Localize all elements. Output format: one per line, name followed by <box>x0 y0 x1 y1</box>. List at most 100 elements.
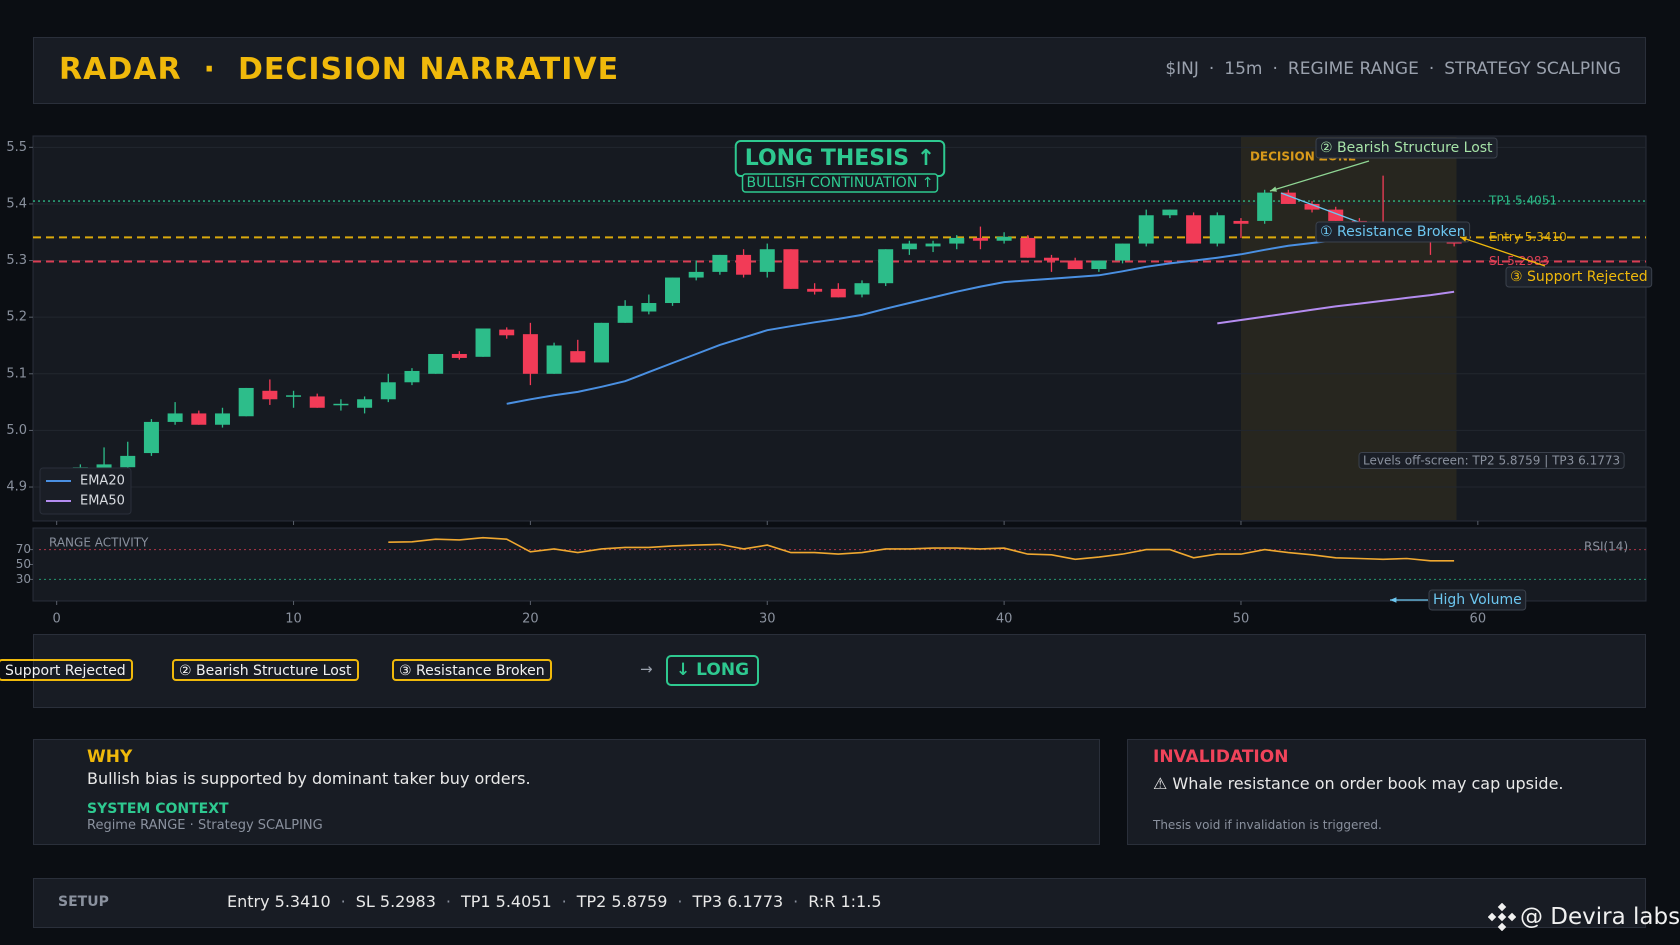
rsi-line <box>388 536 1455 562</box>
annotation-line <box>1280 192 1362 224</box>
invalidation-note: Thesis void if invalidation is triggered… <box>1153 818 1382 832</box>
candle-body <box>712 254 728 272</box>
x-tick-label: 10 <box>285 612 302 627</box>
title-part: DECISION NARRATIVE <box>237 52 620 87</box>
why-text: Bullish bias is supported by dominant ta… <box>87 769 531 788</box>
flow-step: Support Rejected <box>0 659 133 681</box>
annotation-arrow <box>1459 236 1546 267</box>
candle-body <box>451 353 467 358</box>
candle-body <box>593 322 609 363</box>
annotation-box <box>1315 137 1498 159</box>
decision-badge: ↓ LONG <box>666 655 760 686</box>
candle-body <box>357 399 373 408</box>
candle-body <box>1257 192 1273 221</box>
x-tick-label: 0 <box>53 612 61 627</box>
candle-body <box>901 243 917 250</box>
candle-body <box>1162 209 1178 216</box>
candle-body <box>1186 215 1202 244</box>
context-item: Regime RANGE <box>87 818 186 833</box>
candle-body <box>783 249 799 289</box>
candle-body <box>96 464 112 471</box>
flow-panel <box>33 634 1646 708</box>
meta-item: $INJ <box>1165 59 1199 79</box>
setup-panel: SETUP Entry 5.3410 · SL 5.2983 · TP1 5.4051 ·… <box>33 878 1646 928</box>
title: RADAR · DECISION NARRATIVE <box>59 52 641 87</box>
annotation: Levels off-screen: TP2 5.8759 | TP3 6.17… <box>1363 454 1620 468</box>
candle-body <box>1328 209 1344 221</box>
rsi-panel <box>32 527 1647 602</box>
y-tick-label: 4.9 <box>6 480 27 495</box>
invalidation-panel: INVALIDATION ⚠ Whale resistance on order… <box>1127 739 1646 845</box>
setup-items: Entry 5.3410 · SL 5.2983 · TP1 5.4051 · TP2 5.… <box>227 892 882 911</box>
setup-item: SL 5.2983 <box>355 892 436 911</box>
thesis-subtitle-box <box>741 173 939 193</box>
setup-separator: · <box>793 892 799 911</box>
y-tick-label: 70 <box>16 542 31 556</box>
header-panel: RADAR · DECISION NARRATIVE $INJ · 15m · REGIME… <box>33 37 1646 104</box>
level-label: Entry 5.3410 <box>1489 230 1567 244</box>
x-tick-label: 30 <box>759 612 776 627</box>
rsi-title: RANGE ACTIVITY <box>49 536 149 550</box>
candle-body <box>1115 243 1131 261</box>
rsi-label: RSI(14) <box>1584 540 1628 554</box>
candle-body <box>499 329 515 336</box>
watermark-text: @ Devira labs <box>1520 904 1680 930</box>
candle-body <box>1091 260 1107 270</box>
flow-step: ② Bearish Structure Lost <box>172 659 359 681</box>
setup-separator: · <box>561 892 567 911</box>
x-tick-label: 20 <box>522 612 539 627</box>
level-label: TP1 5.4051 <box>1488 194 1557 208</box>
context-title: SYSTEM CONTEXT <box>87 801 229 817</box>
candle-body <box>949 237 965 244</box>
setup-separator: · <box>340 892 346 911</box>
annotation-box <box>1505 266 1653 288</box>
candle-body <box>807 288 823 292</box>
x-tick-label: 50 <box>1233 612 1250 627</box>
candle-body <box>380 382 396 400</box>
candle-body <box>641 303 657 312</box>
meta-item: 15m <box>1224 59 1263 79</box>
candle-body <box>925 243 941 247</box>
thesis-subtitle: BULLISH CONTINUATION ↑ <box>747 175 934 191</box>
meta-separator: · <box>1208 59 1215 79</box>
meta: $INJ · 15m · REGIME RANGE · STRATEGY SCALPING <box>1155 59 1621 79</box>
candle-body <box>475 328 491 357</box>
invalidation-text: ⚠ Whale resistance on order book may cap… <box>1153 774 1564 793</box>
candle-body <box>1304 203 1320 210</box>
context-text: Regime RANGE · Strategy SCALPING <box>87 818 323 833</box>
legend-label: EMA20 <box>80 474 125 489</box>
candle-body <box>972 237 988 241</box>
annotation: ② Bearish Structure Lost <box>1320 140 1493 156</box>
x-tick-label: 40 <box>996 612 1013 627</box>
candle-body <box>309 396 325 408</box>
ema-line <box>506 234 1455 405</box>
annotation-arrowhead <box>1390 597 1397 603</box>
candle-body <box>759 249 775 272</box>
candle-body <box>522 334 538 374</box>
candle-body <box>404 370 420 383</box>
candle-body <box>428 353 444 374</box>
setup-item: TP3 6.1773 <box>692 892 784 911</box>
invalidation-title: INVALIDATION <box>1153 747 1289 767</box>
setup-item: Entry 5.3410 <box>227 892 331 911</box>
meta-separator: · <box>1272 59 1278 79</box>
level-label: SL 5.2983 <box>1489 254 1549 268</box>
flow-step: ③ Resistance Broken <box>392 659 552 681</box>
legend-box <box>39 467 132 515</box>
candle-body <box>143 421 159 454</box>
y-tick-label: 50 <box>16 557 31 571</box>
setup-separator: · <box>677 892 683 911</box>
candle-body <box>1280 192 1296 204</box>
context-separator: · <box>189 818 194 833</box>
annotation: ③ Support Rejected <box>1510 269 1648 285</box>
annotation-arrowhead <box>1460 236 1467 242</box>
candle-body <box>1209 215 1225 244</box>
ema-line <box>1217 290 1455 325</box>
y-tick-label: 30 <box>16 572 31 586</box>
candle-body <box>830 288 846 298</box>
y-tick-label: 5.5 <box>6 140 27 155</box>
annotation-arrow <box>1269 160 1370 192</box>
